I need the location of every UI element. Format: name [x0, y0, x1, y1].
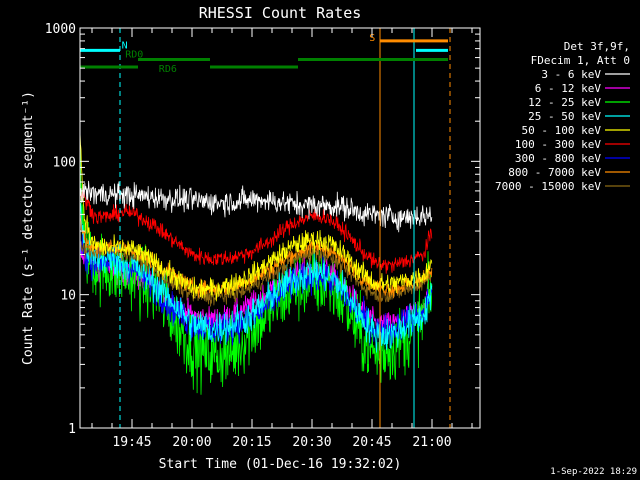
legend-entry: 12 - 25 keV	[528, 96, 601, 109]
legend-header: Det 3f,9f,	[564, 40, 630, 53]
x-tick-label: 19:45	[112, 435, 151, 450]
series-line	[79, 203, 433, 353]
legend-entry: 300 - 800 keV	[515, 152, 601, 165]
x-tick-label: 20:15	[232, 435, 271, 450]
state-bar-label: S	[369, 33, 375, 44]
x-tick-label: 20:30	[292, 435, 331, 450]
footer-timestamp: 1-Sep-2022 18:29	[550, 467, 637, 477]
y-tick-label: 1000	[45, 22, 76, 37]
legend-entry: 7000 - 15000 keV	[495, 180, 601, 193]
x-tick-label: 20:00	[172, 435, 211, 450]
legend-entry: 50 - 100 keV	[522, 124, 602, 137]
legend-entry: 100 - 300 keV	[515, 138, 601, 151]
series-line	[79, 188, 433, 274]
legend-entry: 3 - 6 keV	[541, 68, 601, 81]
state-bar-label: RD6	[159, 64, 177, 75]
series-line	[79, 180, 433, 233]
state-bar-label: RD0	[125, 50, 143, 61]
series-line	[79, 132, 433, 302]
data-layer	[79, 132, 433, 395]
series-line	[79, 241, 433, 307]
chart-title: RHESSI Count Rates	[199, 4, 362, 22]
x-tick-label: 21:00	[412, 435, 451, 450]
legend-entry: 25 - 50 keV	[528, 110, 601, 123]
legend-entry: 6 - 12 keV	[535, 82, 602, 95]
y-axis-label: Count Rate (s⁻¹ detector segment⁻¹)	[21, 91, 36, 365]
y-tick-label: 1	[68, 422, 76, 437]
x-tick-label: 20:45	[352, 435, 391, 450]
y-tick-label: 10	[60, 289, 76, 304]
legend-header: FDecim 1, Att 0	[531, 54, 630, 67]
x-axis-label: Start Time (01-Dec-16 19:32:02)	[159, 457, 402, 472]
state-bar-label: N	[122, 40, 128, 51]
axis-layer: 19:45 20:00 20:15 20:30 20:45 21:00 1 10 100 1000	[45, 22, 481, 450]
plot-frame	[79, 27, 481, 429]
series-line	[79, 248, 433, 335]
y-tick-label: 100	[53, 155, 76, 170]
legend-entry: 800 - 7000 keV	[508, 166, 601, 179]
